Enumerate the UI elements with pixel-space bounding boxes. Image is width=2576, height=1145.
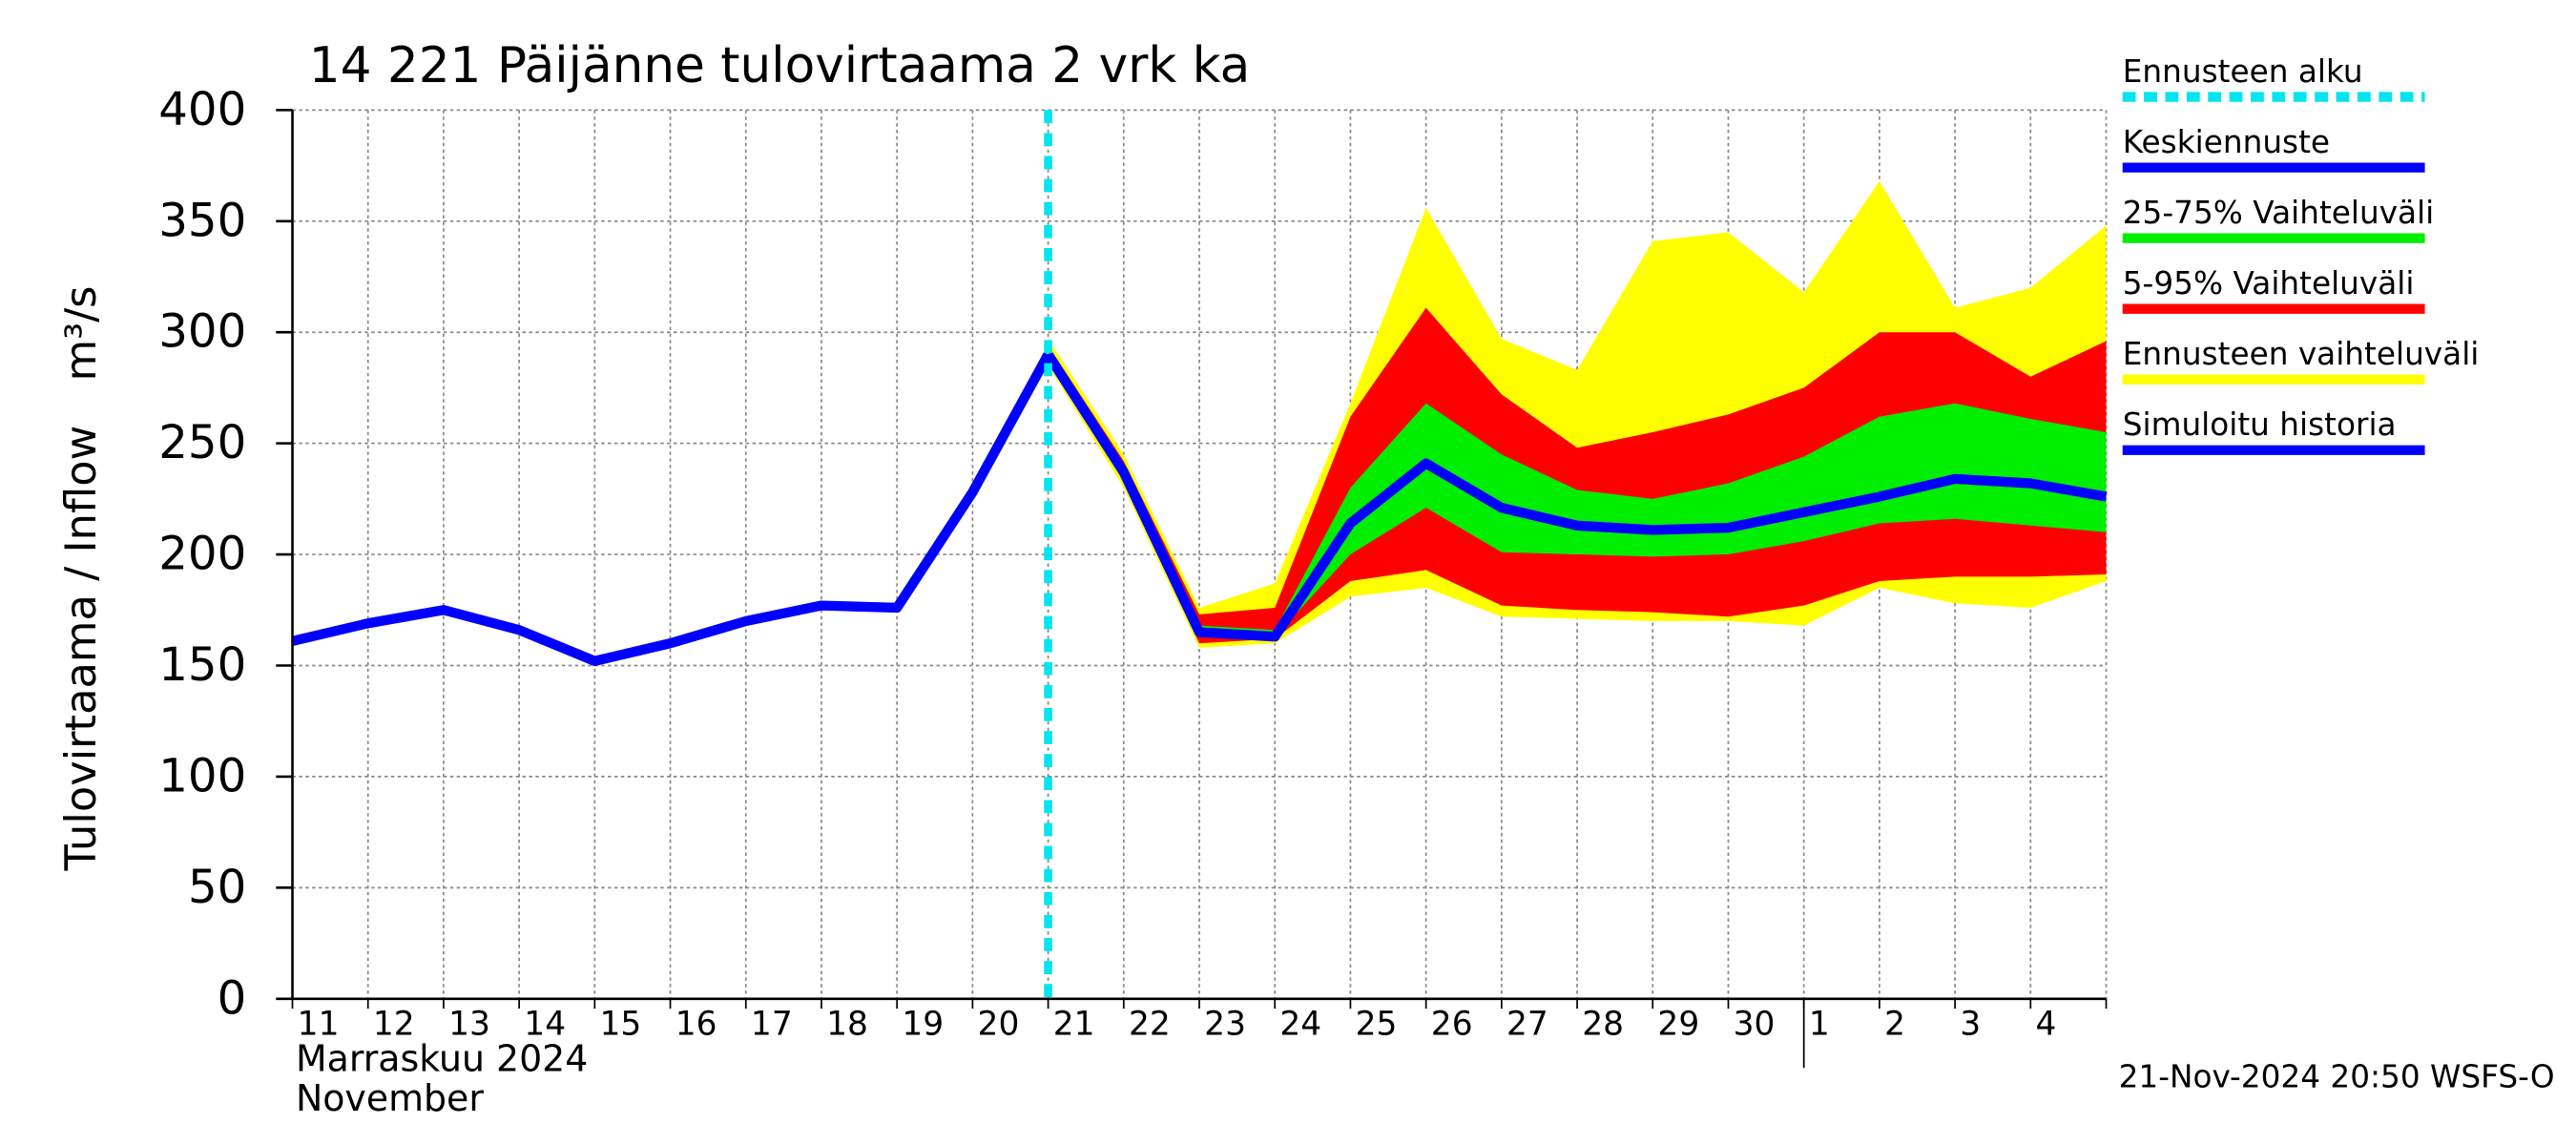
y-axis-label: Tulovirtaama / Inflow [55, 426, 106, 872]
y-tick-label: 300 [158, 305, 246, 359]
x-tick-label: 4 [2035, 1006, 2056, 1044]
month-label-en: November [296, 1077, 484, 1119]
x-tick-label: 20 [978, 1006, 1020, 1044]
range-band [1048, 349, 2107, 637]
chart-title: 14 221 Päijänne tulovirtaama 2 vrk ka [309, 37, 1251, 94]
y-tick-label: 0 [218, 971, 247, 1025]
x-tick-label: 19 [902, 1006, 944, 1044]
x-tick-label: 13 [448, 1006, 490, 1044]
x-tick-label: 16 [675, 1006, 717, 1044]
x-tick-label: 2 [1884, 1006, 1905, 1044]
legend-label: Simuloitu historia [2123, 406, 2397, 443]
x-tick-label: 12 [373, 1006, 415, 1044]
footer: 21-Nov-2024 20:50 WSFS-O [2119, 1059, 2555, 1095]
y-tick-label: 50 [188, 861, 246, 914]
legend-label: 25-75% Vaihteluväli [2123, 195, 2435, 231]
x-tick-label: 23 [1204, 1006, 1246, 1044]
x-tick-label: 18 [826, 1006, 868, 1044]
series-line [1044, 351, 2108, 642]
x-tick-label: 15 [600, 1006, 642, 1044]
y-tick-label: 100 [158, 749, 246, 802]
month-label: Marraskuu 2024 [296, 1038, 588, 1080]
series-line [291, 352, 1053, 666]
x-tick-label: 21 [1053, 1006, 1095, 1044]
x-tick-label: 25 [1356, 1006, 1398, 1044]
y-tick-label: 400 [158, 83, 246, 136]
y-tick-label: 200 [158, 528, 246, 581]
x-tick-label: 26 [1431, 1006, 1473, 1044]
y-tick-label: 250 [158, 416, 246, 469]
y-tick-label: 150 [158, 638, 246, 692]
x-tick-label: 11 [298, 1006, 340, 1044]
legend-label: Ennusteen vaihteluväli [2123, 336, 2480, 372]
x-tick-label: 3 [1960, 1006, 1981, 1044]
x-tick-label: 22 [1129, 1006, 1171, 1044]
x-tick-label: 24 [1279, 1006, 1321, 1044]
x-tick-label: 27 [1506, 1006, 1548, 1044]
x-tick-label: 28 [1582, 1006, 1624, 1044]
x-tick-label: 30 [1734, 1006, 1776, 1044]
legend-label: Keskiennuste [2123, 124, 2330, 160]
legend-label: 5-95% Vaihteluväli [2123, 265, 2415, 302]
x-tick-label: 17 [751, 1006, 793, 1044]
legend-label: Ennusteen alku [2123, 53, 2363, 90]
x-tick-label: 29 [1657, 1006, 1699, 1044]
x-tick-label: 1 [1809, 1006, 1830, 1044]
y-tick-label: 350 [158, 194, 246, 247]
y-axis-unit: m³/s [55, 285, 106, 381]
x-tick-label: 14 [524, 1006, 566, 1044]
